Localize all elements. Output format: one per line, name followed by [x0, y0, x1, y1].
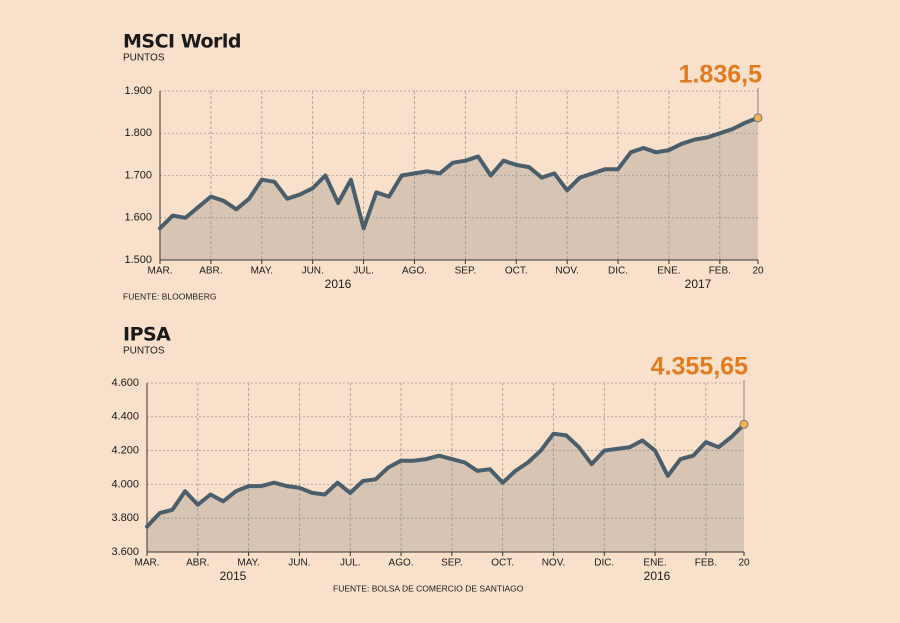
x-tick-label: FEB. [709, 266, 731, 277]
x-tick-label: FEB. [695, 558, 717, 569]
x-tick-label: 20 [752, 266, 764, 277]
x-tick-label: NOV. [542, 558, 566, 569]
year-label: 2016 [644, 569, 671, 583]
y-tick-label: 1.900 [124, 85, 152, 97]
x-tick-label: ABR. [199, 266, 222, 277]
x-tick-label: ENE. [643, 558, 666, 569]
x-tick-label: MAR. [135, 558, 160, 569]
x-tick-label: JUL. [340, 558, 361, 569]
x-tick-label: ENE. [657, 266, 680, 277]
chart-subtitle: PUNTOS [123, 346, 165, 357]
source: FUENTE: BOLSA DE COMERCIO DE SANTIAGO [333, 583, 524, 593]
x-tick-label: AGO. [402, 266, 427, 277]
y-tick-label: 4.400 [111, 411, 139, 423]
x-tick-label: JUN. [302, 266, 324, 277]
y-tick-label: 3.600 [111, 546, 139, 558]
x-tick-label: JUL. [353, 266, 374, 277]
y-tick-label: 1.500 [124, 254, 152, 266]
x-tick-label: AGO. [389, 558, 414, 569]
end-point [753, 113, 763, 123]
chart-title: IPSA [123, 324, 171, 346]
x-tick-label: DIC. [608, 266, 628, 277]
y-tick-label: 1.600 [124, 212, 152, 224]
x-tick-label: OCT. [505, 266, 528, 277]
year-label: 2015 [220, 569, 247, 583]
year-label: 2016 [325, 277, 352, 291]
end-point [739, 419, 749, 429]
value-label: 1.836,5 [679, 61, 763, 89]
x-tick-label: DIC. [594, 558, 614, 569]
x-tick-label: MAY. [237, 558, 259, 569]
y-tick-label: 4.600 [111, 377, 139, 389]
chart-title: MSCI World [123, 31, 241, 53]
x-tick-label: JUN. [288, 558, 310, 569]
y-tick-label: 4.200 [111, 445, 139, 457]
x-tick-label: ABR. [186, 558, 209, 569]
x-tick-label: MAY. [251, 266, 273, 277]
value-label: 4.355,65 [651, 353, 748, 381]
line [145, 422, 746, 529]
line [158, 115, 760, 231]
x-tick-label: SEP. [455, 266, 477, 277]
x-tick-label: SEP. [441, 558, 463, 569]
year-label: 2017 [685, 277, 712, 291]
x-tick-label: MAR. [148, 266, 173, 277]
y-tick-label: 3.800 [111, 512, 139, 524]
x-tick-label: NOV. [555, 266, 579, 277]
x-tick-label: OCT. [491, 558, 514, 569]
area [160, 117, 758, 260]
y-tick-label: 1.700 [124, 169, 152, 181]
area [147, 424, 744, 552]
chart-subtitle: PUNTOS [123, 53, 165, 64]
x-tick-label: 20 [738, 558, 750, 569]
y-tick-label: 4.000 [111, 478, 139, 490]
y-tick-label: 1.800 [124, 127, 152, 139]
source: FUENTE: BLOOMBERG [123, 291, 217, 301]
